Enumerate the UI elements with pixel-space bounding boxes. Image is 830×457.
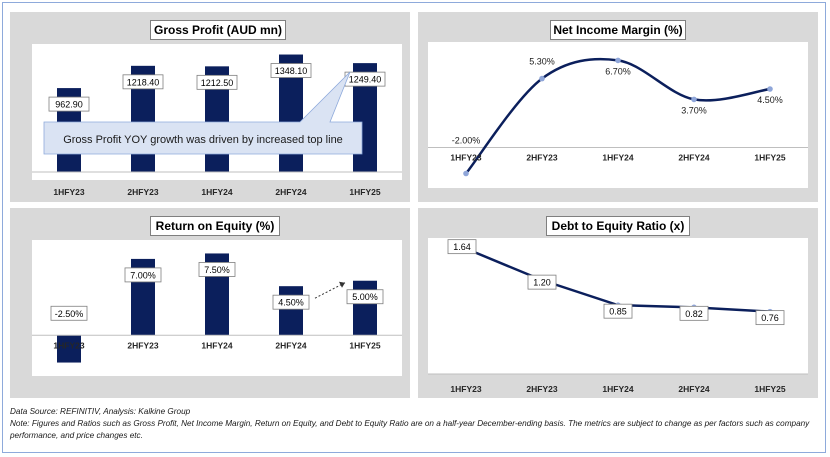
x-tick-label: 1HFY25 <box>349 340 380 350</box>
x-tick-label: 1HFY23 <box>53 187 84 197</box>
data-source-text: Data Source: REFINITIV, Analysis: Kalkin… <box>10 407 191 416</box>
data-label-box <box>603 303 633 319</box>
callout-text: Gross Profit YOY growth was driven by in… <box>63 134 343 146</box>
x-tick-label: 2HFY24 <box>275 340 306 350</box>
return-on-equity-panel: Return on Equity (%) -2.50% 7.00% 7.50% 4.5… <box>10 208 410 398</box>
arrow-head <box>339 281 345 288</box>
data-label: 0.82 <box>679 305 709 321</box>
data-label-box <box>122 74 164 90</box>
data-label-text: 7.50% <box>204 265 230 275</box>
data-point <box>463 170 469 177</box>
gross-profit-chart: 962.90 1218.40 1212.50 1348.10 1249.40 1HFY23… <box>32 44 402 197</box>
debt-to-equity-panel: Debt to Equity Ratio (x) 1.64 1.20 0.85 0.8… <box>418 208 818 398</box>
data-label-text: 962.90 <box>55 100 83 110</box>
data-label-text: 0.76 <box>761 313 779 323</box>
x-tick-label: 2HFY23 <box>526 153 557 163</box>
annotation-callout: Gross Profit YOY growth was driven by in… <box>43 71 363 155</box>
x-tick-label: 1HFY24 <box>602 384 633 394</box>
bar <box>353 280 377 336</box>
callout-shape <box>43 71 363 155</box>
data-label-text: 1218.40 <box>127 77 160 87</box>
data-label: -2.50% <box>50 305 88 321</box>
x-tick-label: 1HFY23 <box>450 384 481 394</box>
data-label: 1218.40 <box>122 74 164 90</box>
data-label: 7.50% <box>198 262 236 277</box>
x-tick-label: 1HFY24 <box>201 340 232 350</box>
debt-to-equity-chart: 1.64 1.20 0.85 0.82 0.76 1HFY23 2HFY23 1HFY24 2H… <box>428 238 808 394</box>
x-tick-label: 2HFY24 <box>275 187 306 197</box>
data-label-box <box>272 294 310 310</box>
data-label-text: 1249.40 <box>349 75 382 85</box>
data-label-box <box>198 262 236 277</box>
chart-title: Debt to Equity Ratio (x) <box>546 216 690 236</box>
x-tick-label: 1HFY25 <box>754 384 785 394</box>
x-tick-label: 1HFY25 <box>754 153 785 163</box>
return-on-equity-chart: -2.50% 7.00% 7.50% 4.50% 5.00% 1HFY23 2HFY23 1H… <box>32 240 402 376</box>
data-label: 1212.50 <box>196 74 238 90</box>
data-label-text: 5.00% <box>352 292 378 302</box>
x-tick-label: 2HFY23 <box>127 340 158 350</box>
x-tick-label: 2HFY24 <box>678 384 709 394</box>
data-label: 4.50% <box>757 95 783 105</box>
data-label: 4.50% <box>272 294 310 310</box>
data-label: 0.85 <box>603 303 633 319</box>
x-tick-label: 1HFY24 <box>201 187 232 197</box>
chart-title: Net Income Margin (%) <box>550 20 686 40</box>
gross-profit-panel: Gross Profit (AUD mn) 962.90 1218.40 1212.… <box>10 12 410 202</box>
data-label-text: 1.64 <box>453 242 471 252</box>
data-label: 962.90 <box>48 96 90 112</box>
data-label-box <box>527 274 557 290</box>
net-income-margin-chart: -2.00% 5.30% 6.70% 3.70% 4.50% 1HFY23 2HFY23 1H… <box>428 42 808 188</box>
bar <box>279 286 303 336</box>
net-income-margin-panel: Net Income Margin (%) -2.00% 5.30% 6.70% 3.… <box>418 12 818 202</box>
note-text: Note: Figures and Ratios such as Gross P… <box>10 419 810 440</box>
data-label: 6.70% <box>605 66 631 76</box>
x-tick-label: 2HFY23 <box>526 384 557 394</box>
x-tick-label: 1HFY24 <box>602 153 633 163</box>
data-label-text: 1.20 <box>533 278 551 288</box>
plot-area <box>428 42 808 188</box>
data-label: 5.30% <box>529 57 555 67</box>
data-label-box <box>755 310 785 326</box>
data-label-box <box>679 305 709 321</box>
data-label-box <box>124 267 162 283</box>
chart-title: Return on Equity (%) <box>150 216 280 236</box>
data-point <box>767 86 773 92</box>
data-label: 5.00% <box>346 289 384 305</box>
data-label-text: 0.82 <box>685 309 703 319</box>
data-label-text: 0.85 <box>609 307 627 317</box>
bar <box>57 335 81 363</box>
x-tick-label: 1HFY23 <box>53 340 84 350</box>
data-label-box <box>346 289 384 305</box>
data-label: 0.76 <box>755 310 785 326</box>
data-label-text: 7.00% <box>130 270 156 280</box>
data-label-box <box>196 74 238 90</box>
x-tick-label: 1HFY25 <box>349 187 380 197</box>
data-label-text: 1348.10 <box>275 66 308 76</box>
data-label-box <box>447 239 477 255</box>
data-point <box>615 57 621 64</box>
data-point <box>691 96 697 103</box>
data-label: 1249.40 <box>344 71 386 87</box>
data-label-text: 1212.50 <box>201 78 234 88</box>
series-line <box>465 57 771 175</box>
data-label: 1.20 <box>527 274 557 290</box>
data-label-box <box>270 63 312 78</box>
x-tick-label: 2HFY24 <box>678 153 709 163</box>
data-label-box <box>48 96 90 112</box>
footer-notes: Data Source: REFINITIV, Analysis: Kalkin… <box>10 406 818 442</box>
x-tick-label: 1HFY23 <box>450 153 481 163</box>
data-label-text: 4.50% <box>278 298 304 308</box>
data-label: 1348.10 <box>270 63 312 78</box>
trend-arrow <box>314 282 346 299</box>
data-label: 7.00% <box>124 267 162 283</box>
x-tick-label: 2HFY23 <box>127 187 158 197</box>
data-label-text: -2.50% <box>55 309 84 319</box>
data-label-box <box>50 305 88 321</box>
data-label: 3.70% <box>681 105 707 115</box>
data-label: 1.64 <box>447 239 477 255</box>
chart-title: Gross Profit (AUD mn) <box>150 20 286 40</box>
data-point <box>539 75 545 82</box>
data-label: -2.00% <box>452 136 481 146</box>
